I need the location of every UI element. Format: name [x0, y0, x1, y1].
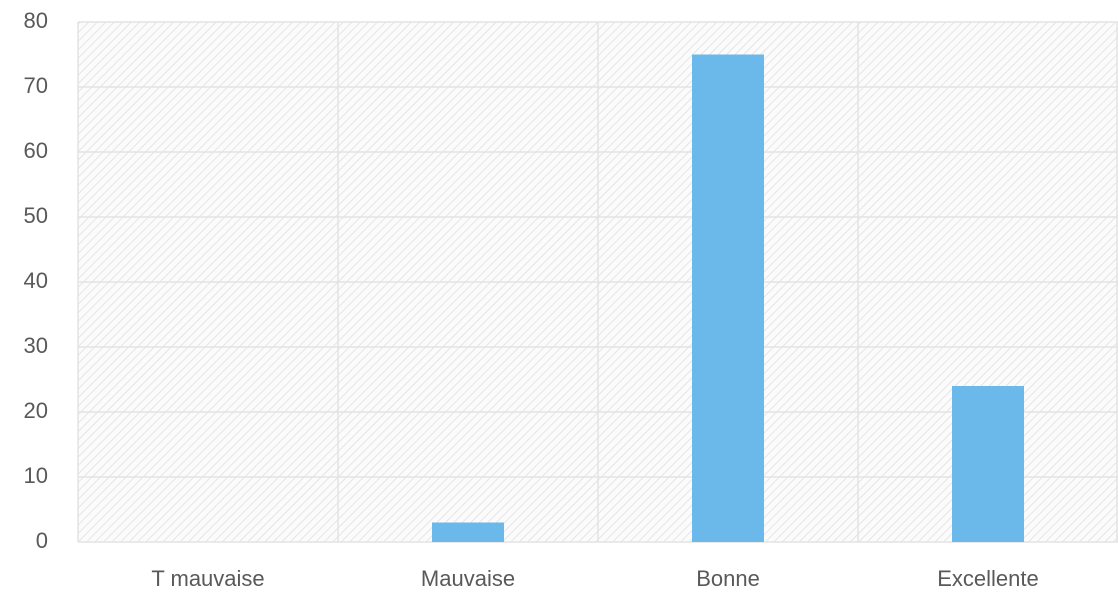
y-tick-label: 50: [24, 203, 48, 228]
y-tick-label: 0: [36, 528, 48, 553]
x-tick-label: Excellente: [937, 566, 1039, 591]
bar: [432, 522, 504, 542]
y-tick-label: 60: [24, 138, 48, 163]
bar: [692, 54, 764, 542]
y-tick-label: 20: [24, 398, 48, 423]
y-tick-label: 40: [24, 268, 48, 293]
bar: [952, 386, 1024, 542]
x-tick-label: Bonne: [696, 566, 760, 591]
x-tick-label: Mauvaise: [421, 566, 515, 591]
y-tick-label: 80: [24, 8, 48, 33]
y-tick-label: 70: [24, 73, 48, 98]
y-tick-label: 30: [24, 333, 48, 358]
x-tick-label: T mauvaise: [151, 566, 264, 591]
y-tick-label: 10: [24, 463, 48, 488]
